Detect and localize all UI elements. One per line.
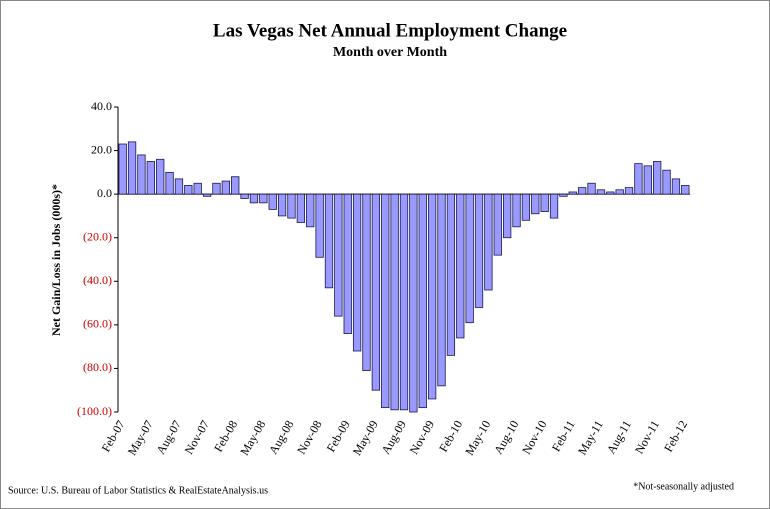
bar bbox=[315, 193, 324, 258]
bar bbox=[184, 185, 193, 195]
bar bbox=[596, 189, 606, 195]
bar bbox=[277, 193, 287, 217]
bar bbox=[287, 193, 296, 219]
bar bbox=[409, 193, 418, 413]
bar bbox=[521, 193, 531, 221]
bar bbox=[221, 180, 230, 195]
bar bbox=[587, 182, 596, 195]
bar bbox=[334, 193, 343, 317]
bar bbox=[193, 182, 202, 195]
bar bbox=[418, 193, 427, 409]
bar bbox=[362, 193, 371, 372]
bar bbox=[559, 193, 568, 197]
bar bbox=[324, 193, 334, 289]
bar bbox=[381, 193, 390, 409]
bar bbox=[174, 178, 184, 195]
bar bbox=[165, 171, 174, 195]
bar bbox=[681, 185, 690, 195]
bar bbox=[549, 193, 559, 219]
bar bbox=[390, 193, 399, 411]
bar bbox=[231, 176, 240, 195]
bar bbox=[249, 193, 259, 204]
bar bbox=[352, 193, 362, 352]
y-tick-label: (40.0) bbox=[83, 273, 112, 287]
bar bbox=[484, 193, 493, 291]
bar bbox=[465, 193, 474, 324]
bar bbox=[540, 193, 549, 212]
bar bbox=[643, 165, 652, 195]
bar bbox=[146, 161, 155, 195]
bar bbox=[502, 193, 512, 239]
bar bbox=[568, 191, 577, 195]
source: Source: U.S. Bureau of Labor Statistics … bbox=[8, 485, 268, 496]
bar bbox=[512, 193, 521, 228]
y-axis-label: Net Gain/Loss in Jobs (000s)* bbox=[49, 184, 63, 336]
bar bbox=[127, 141, 137, 195]
bar bbox=[212, 182, 221, 195]
bar bbox=[296, 193, 306, 223]
bar bbox=[446, 193, 456, 356]
y-tick-label: (80.0) bbox=[83, 360, 112, 374]
note: *Not-seasonally adjusted bbox=[633, 481, 734, 492]
bar bbox=[456, 193, 465, 339]
bar bbox=[662, 169, 671, 195]
chart-subtitle: Month over Month bbox=[333, 45, 447, 60]
bar bbox=[578, 187, 587, 195]
bar bbox=[474, 193, 484, 308]
bar bbox=[437, 193, 446, 387]
bar bbox=[606, 191, 615, 195]
y-tick-label: 40.0 bbox=[91, 99, 112, 113]
bar bbox=[118, 143, 127, 195]
bar bbox=[268, 193, 277, 210]
y-tick-label: 20.0 bbox=[91, 142, 112, 156]
bar bbox=[156, 158, 165, 195]
bar bbox=[137, 154, 146, 195]
bar bbox=[671, 178, 681, 195]
bar bbox=[615, 189, 624, 195]
bar bbox=[202, 193, 212, 197]
bar bbox=[306, 193, 315, 228]
bar bbox=[653, 161, 662, 195]
chart-title: Las Vegas Net Annual Employment Change bbox=[213, 20, 567, 41]
bar bbox=[531, 193, 540, 215]
bar bbox=[427, 193, 437, 400]
y-tick-label: 0.0 bbox=[97, 186, 112, 200]
y-tick-label: (60.0) bbox=[83, 317, 112, 331]
y-tick-label: (20.0) bbox=[83, 229, 112, 243]
y-tick-label: (100.0) bbox=[77, 404, 112, 418]
bar bbox=[343, 193, 352, 334]
bar bbox=[399, 193, 409, 411]
bar bbox=[371, 193, 381, 391]
bar bbox=[493, 193, 502, 256]
bar bbox=[624, 187, 634, 195]
bar bbox=[634, 163, 643, 195]
bar bbox=[240, 193, 249, 199]
bar bbox=[259, 193, 268, 204]
